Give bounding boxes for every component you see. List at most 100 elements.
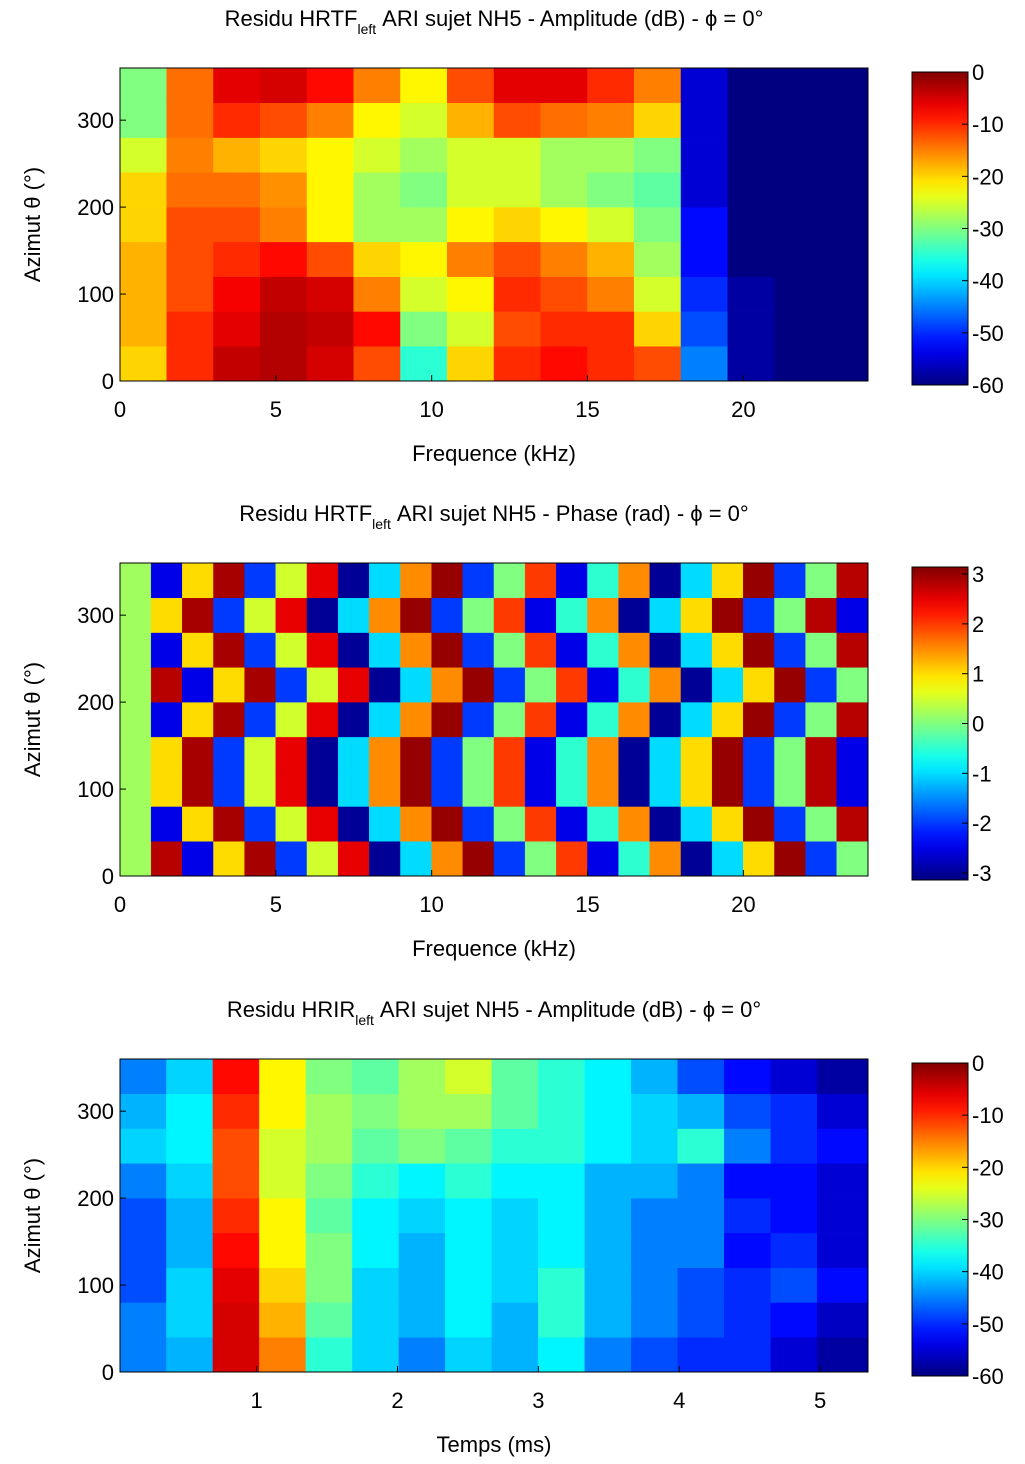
heatmap-cell: [587, 597, 619, 633]
heatmap-cell: [166, 172, 214, 208]
heatmap-cell: [353, 137, 401, 173]
heatmap-cell: [305, 1336, 353, 1373]
heatmap-cell: [260, 241, 308, 277]
heatmap-cell: [724, 1163, 772, 1199]
heatmap-cell: [119, 311, 167, 347]
heatmap-cell: [213, 736, 245, 772]
heatmap-cell: [447, 172, 495, 208]
heatmap-cell: [431, 771, 464, 807]
heatmap-cell: [213, 102, 261, 138]
heatmap-cell: [774, 172, 822, 208]
heatmap-cell: [305, 1197, 353, 1234]
heatmap-cell: [275, 806, 308, 842]
heatmap-cell: [398, 1058, 446, 1095]
heatmap-cell: [538, 1197, 586, 1234]
heatmap-cell: [538, 1336, 586, 1373]
heatmap-cell: [821, 172, 869, 208]
heatmap-cell: [540, 137, 588, 173]
x-tick-label: 3: [532, 1388, 544, 1413]
heatmap-cell: [150, 840, 183, 877]
heatmap-cell: [213, 840, 245, 877]
heatmap-cell: [306, 276, 354, 312]
heatmap-cell: [445, 1197, 493, 1234]
heatmap-cell: [774, 345, 822, 382]
heatmap-cell: [774, 771, 806, 807]
heatmap-cell: [352, 1336, 400, 1373]
heatmap-cell: [677, 1163, 725, 1199]
heatmap-cell: [260, 206, 308, 243]
heatmap-cell: [618, 736, 651, 772]
heatmap-cell: [524, 667, 557, 703]
x-tick-label: 5: [814, 1388, 826, 1413]
heatmap-cell: [680, 806, 713, 842]
heatmap-cell: [398, 1128, 446, 1164]
heatmap-cell: [711, 701, 744, 738]
heatmap-cell: [353, 241, 401, 277]
heatmap-cell: [618, 701, 651, 738]
x-axis-label: Temps (ms): [437, 1432, 552, 1457]
heatmap-cell: [369, 632, 401, 668]
heatmap-cell: [540, 67, 588, 104]
heatmap-cell: [743, 667, 775, 703]
heatmap-cell: [774, 102, 822, 138]
heatmap-cell: [836, 806, 869, 842]
heatmap-cell: [631, 1163, 679, 1199]
colorbar: [911, 71, 969, 386]
heatmap-cell: [805, 667, 838, 703]
heatmap-cell: [770, 1232, 818, 1268]
heatmap-cell: [493, 345, 541, 382]
heatmap-cell: [634, 102, 682, 138]
heatmap-cell: [182, 701, 214, 738]
heatmap-cell: [817, 1336, 869, 1373]
heatmap-cell: [306, 736, 339, 772]
heatmap-cell: [680, 206, 728, 243]
heatmap-cell: [447, 206, 495, 243]
heatmap-cell: [724, 1197, 772, 1234]
heatmap-cell: [491, 1336, 539, 1373]
heatmap-cell: [400, 806, 432, 842]
heatmap-cell: [538, 1058, 586, 1095]
heatmap-cell: [587, 806, 619, 842]
heatmap-cell: [305, 1058, 353, 1095]
heatmap-cell: [743, 632, 775, 668]
heatmap-cell: [587, 67, 635, 104]
colorbar-tick-label: -10: [972, 1103, 1004, 1128]
heatmap-cell: [821, 241, 869, 277]
colorbar-tick-label: 0: [972, 60, 984, 85]
heatmap-cell: [680, 345, 728, 382]
heatmap-cell: [431, 562, 464, 599]
colorbar-tick-label: 1: [972, 662, 984, 687]
heatmap-cell: [524, 736, 557, 772]
heatmap-cell: [677, 1267, 725, 1303]
heatmap-cell: [213, 311, 261, 347]
heatmap-cell: [431, 840, 464, 877]
heatmap-cell: [400, 172, 448, 208]
heatmap-cell: [353, 311, 401, 347]
heatmap-cell: [770, 1093, 818, 1129]
heatmap-cell: [584, 1267, 632, 1303]
heatmap-cell: [727, 206, 775, 243]
heatmap-cell: [369, 771, 401, 807]
heatmap-cell: [445, 1336, 493, 1373]
heatmap-cell: [150, 771, 183, 807]
x-axis-label: Frequence (kHz): [412, 441, 576, 466]
heatmap-cell: [182, 632, 214, 668]
heatmap-cell: [275, 667, 308, 703]
heatmap-cell: [677, 1058, 725, 1095]
heatmap-cell: [680, 241, 728, 277]
title-suffix: ARI sujet NH5 - Amplitude (dB) - ϕ = 0°: [382, 6, 763, 31]
heatmap-cell: [774, 632, 806, 668]
heatmap-cell: [493, 172, 541, 208]
heatmap-cell: [677, 1302, 725, 1338]
heatmap-cell: [649, 667, 682, 703]
x-tick-label: 5: [270, 892, 282, 917]
colorbar-tick-label: 0: [972, 1051, 984, 1076]
heatmap-cell: [462, 840, 495, 877]
heatmap-cell: [618, 840, 651, 877]
heatmap-cell: [743, 736, 775, 772]
heatmap-cell: [538, 1232, 586, 1268]
heatmap-cell: [213, 172, 261, 208]
y-tick-label: 0: [102, 369, 114, 394]
heatmap-cell: [493, 241, 541, 277]
x-tick-label: 5: [270, 397, 282, 422]
